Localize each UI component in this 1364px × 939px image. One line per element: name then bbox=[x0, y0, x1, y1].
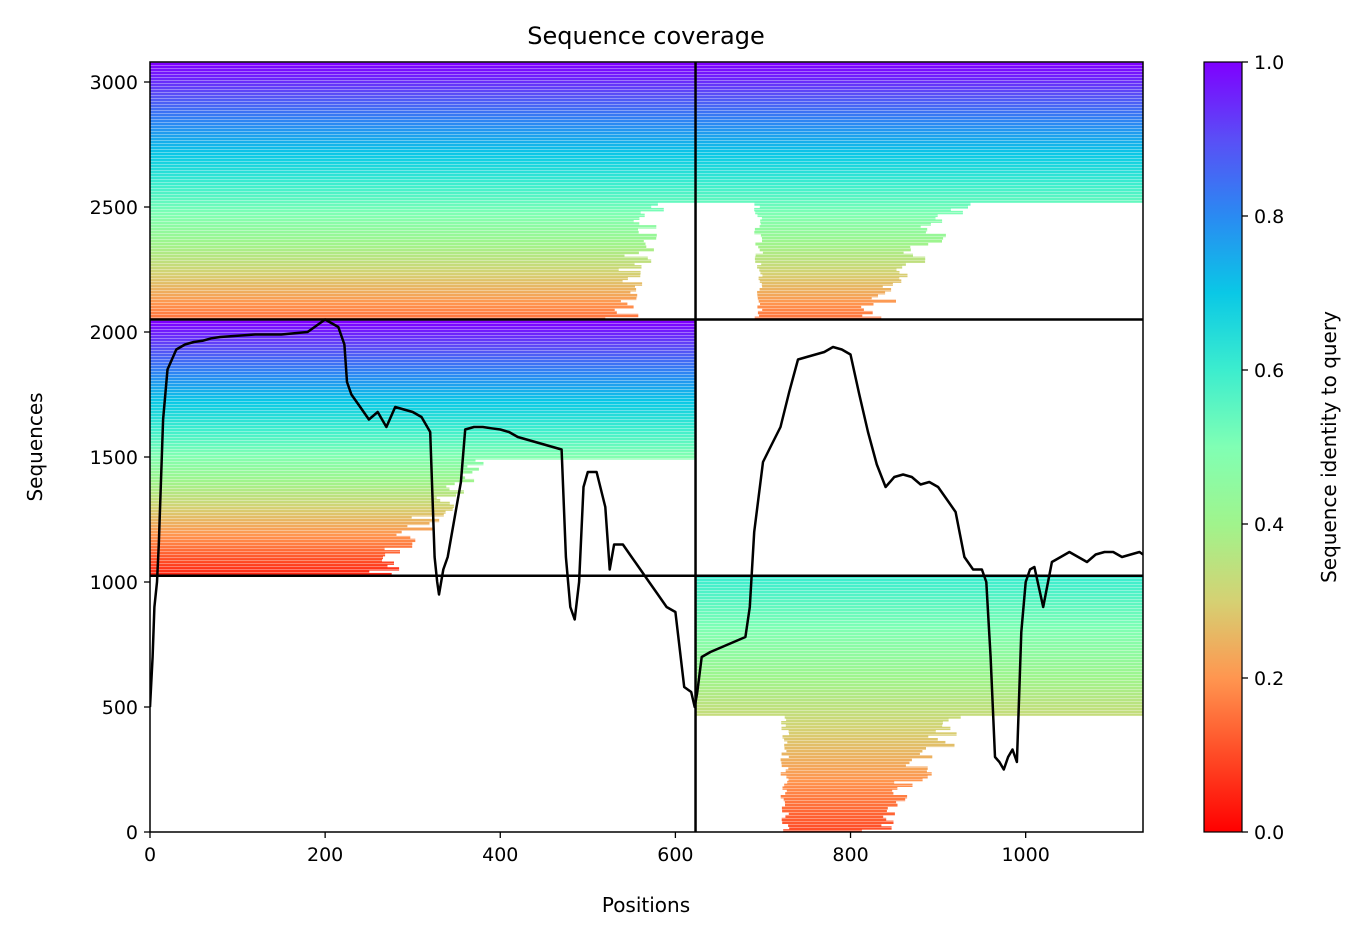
y-tick-label: 2000 bbox=[90, 322, 138, 344]
colorbar-label: Sequence identity to query bbox=[1317, 311, 1341, 583]
heatmap-texture bbox=[695, 575, 1143, 832]
x-axis-label: Positions bbox=[602, 893, 690, 917]
y-tick-label: 3000 bbox=[90, 72, 138, 94]
colorbar-gradient bbox=[1203, 61, 1243, 833]
x-tick-label: 200 bbox=[307, 844, 343, 866]
x-tick-label: 1000 bbox=[1001, 844, 1049, 866]
heatmap-block-middle-left bbox=[150, 319, 696, 577]
coverage-line-group bbox=[150, 318, 1143, 771]
colorbar-tick-label: 0.6 bbox=[1254, 360, 1284, 382]
coverage-line bbox=[150, 318, 1143, 771]
chart-title: Sequence coverage bbox=[527, 22, 764, 50]
colorbar-tick-label: 1.0 bbox=[1254, 52, 1284, 74]
colorbar-tick-label: 0.0 bbox=[1254, 822, 1284, 844]
colorbar-tick-label: 0.4 bbox=[1254, 514, 1284, 536]
y-tick-label: 0 bbox=[126, 822, 138, 844]
y-axis: 0 500 1000 1500 2000 2500 3000 bbox=[90, 72, 150, 844]
y-tick-label: 500 bbox=[102, 697, 138, 719]
colorbar: 0.0 0.2 0.4 0.6 0.8 1.0 Sequence identity to … bbox=[1203, 52, 1341, 844]
x-axis: 0 200 400 600 800 1000 bbox=[144, 832, 1050, 866]
heatmap-texture bbox=[150, 62, 696, 320]
x-tick-label: 800 bbox=[832, 844, 868, 866]
heatmap-texture bbox=[150, 319, 696, 576]
y-axis-label: Sequences bbox=[23, 392, 47, 501]
colorbar-ticks: 0.0 0.2 0.4 0.6 0.8 1.0 bbox=[1242, 52, 1284, 844]
x-tick-label: 600 bbox=[657, 844, 693, 866]
heatmap-block-top-left bbox=[150, 62, 696, 321]
y-tick-label: 2500 bbox=[90, 197, 138, 219]
plot-frame bbox=[149, 61, 1144, 833]
y-tick-label: 1000 bbox=[90, 572, 138, 594]
heatmap-texture bbox=[695, 62, 1143, 320]
heatmap bbox=[150, 62, 1143, 832]
x-tick-label: 400 bbox=[482, 844, 518, 866]
x-tick-label: 0 bbox=[144, 844, 156, 866]
colorbar-tick-label: 0.2 bbox=[1254, 668, 1284, 690]
y-tick-label: 1500 bbox=[90, 447, 138, 469]
colorbar-tick-label: 0.8 bbox=[1254, 206, 1284, 228]
heatmap-block-top-right bbox=[695, 62, 1143, 321]
heatmap-block-bottom-right bbox=[695, 575, 1143, 832]
